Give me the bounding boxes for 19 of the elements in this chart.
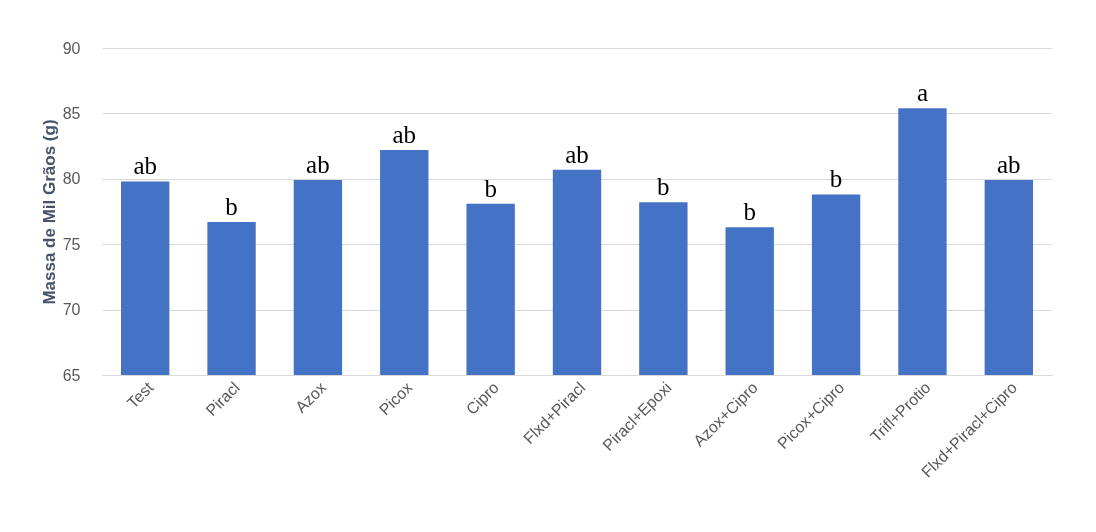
annotation: b xyxy=(484,174,497,202)
annotation: ab xyxy=(997,151,1021,179)
annotation: b xyxy=(829,165,843,193)
y-tick-label: 65 xyxy=(62,366,81,384)
annotation: ab xyxy=(133,152,157,180)
y-tick-label: 80 xyxy=(62,170,81,188)
annotation: ab xyxy=(392,121,417,149)
annotation: ab xyxy=(565,140,589,168)
annotation: ab xyxy=(306,151,330,179)
y-tick-label: 70 xyxy=(62,301,81,319)
annotation: b xyxy=(225,192,238,220)
y-axis-title: Massa de Mil Grãos (g) xyxy=(39,119,59,305)
annotation: b xyxy=(743,198,756,226)
annotation: b xyxy=(657,173,670,201)
y-tick-label: 85 xyxy=(62,104,81,122)
annotation: a xyxy=(916,79,929,107)
y-tick-label: 90 xyxy=(62,39,81,57)
x-tick-label: Test xyxy=(123,378,157,412)
y-tick-label: 75 xyxy=(62,235,81,253)
